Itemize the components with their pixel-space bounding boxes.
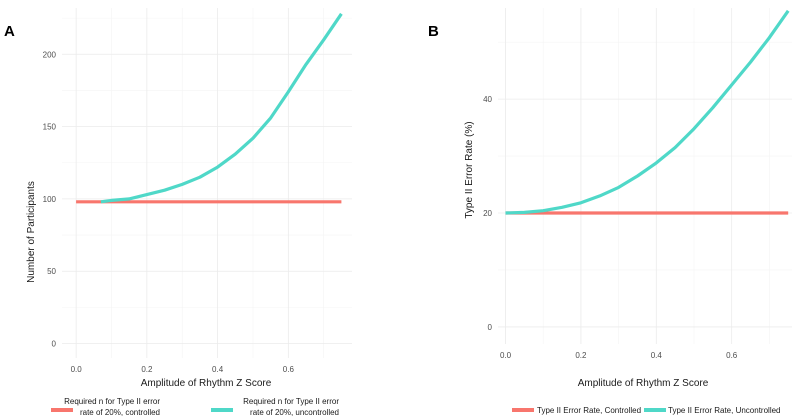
- panel-b-x-tick-label: 0.2: [575, 351, 587, 360]
- panel-a-legend-label-controlled-line2: rate of 20%, controlled: [80, 408, 160, 417]
- panel-b-y-tick-label: 40: [483, 95, 492, 104]
- panel-a-legend: Required n for Type II error rate of 20%…: [51, 397, 339, 417]
- panel-a-y-tick-label: 50: [47, 267, 56, 276]
- panel-b-x-tick-label: 0.0: [500, 351, 512, 360]
- panel-a-legend-label-uncontrolled-line1: Required n for Type II error: [243, 397, 339, 406]
- panel-a-series: [76, 12, 343, 204]
- panel-a: A 0.0 0.2 0.4 0.6 0 50 100 150 200 Amplitude of…: [4, 8, 352, 417]
- panel-b-x-tick-label: 0.6: [726, 351, 738, 360]
- panel-b-legend-label-uncontrolled: Type II Error Rate, Uncontrolled: [668, 406, 781, 415]
- panel-a-legend-label-controlled-line1: Required n for Type II error: [64, 397, 160, 406]
- panel-a-x-tick-label: 0.0: [71, 365, 83, 374]
- panel-b-x-tick-label: 0.4: [651, 351, 663, 360]
- panel-b-legend: Type II Error Rate, Controlled Type II E…: [512, 406, 781, 415]
- panel-b-grid: [498, 8, 792, 344]
- panel-a-x-ticks: 0.0 0.2 0.4 0.6: [71, 365, 295, 374]
- panel-b-y-axis-label: Type II Error Rate (%): [464, 121, 475, 218]
- panel-a-y-tick-label: 100: [43, 195, 57, 204]
- panel-b-y-tick-label: 0: [488, 323, 493, 332]
- panel-b-x-ticks: 0.0 0.2 0.4 0.6: [500, 351, 738, 360]
- panel-a-letter: A: [4, 23, 15, 40]
- panel-a-y-tick-label: 200: [43, 50, 57, 59]
- panel-b-legend-label-controlled: Type II Error Rate, Controlled: [537, 406, 641, 415]
- panel-b: B 0.0 0.2 0.4 0.6 0 20 40 Amplitude of Rhythm…: [428, 8, 792, 415]
- panel-a-y-tick-label: 150: [43, 123, 57, 132]
- panel-a-y-tick-label: 0: [52, 340, 57, 349]
- panel-a-legend-label-uncontrolled-line2: rate of 20%, uncontrolled: [250, 408, 339, 417]
- panel-a-y-ticks: 0 50 100 150 200: [43, 50, 57, 348]
- panel-a-y-axis-label: Number of Participants: [26, 181, 37, 283]
- panel-a-x-tick-label: 0.4: [212, 365, 224, 374]
- panel-b-series: [505, 9, 790, 215]
- panel-a-x-tick-label: 0.6: [283, 365, 295, 374]
- panel-b-letter: B: [428, 23, 439, 40]
- panel-b-series-uncontrolled-line: [505, 9, 790, 215]
- panel-a-x-tick-label: 0.2: [141, 365, 153, 374]
- panel-b-y-ticks: 0 20 40: [483, 95, 492, 332]
- panel-a-x-axis-label: Amplitude of Rhythm Z Score: [141, 378, 272, 389]
- panel-a-grid: [62, 8, 352, 358]
- panel-b-x-axis-label: Amplitude of Rhythm Z Score: [578, 378, 709, 389]
- panel-b-y-tick-label: 20: [483, 209, 492, 218]
- panel-a-series-uncontrolled-line: [100, 12, 343, 204]
